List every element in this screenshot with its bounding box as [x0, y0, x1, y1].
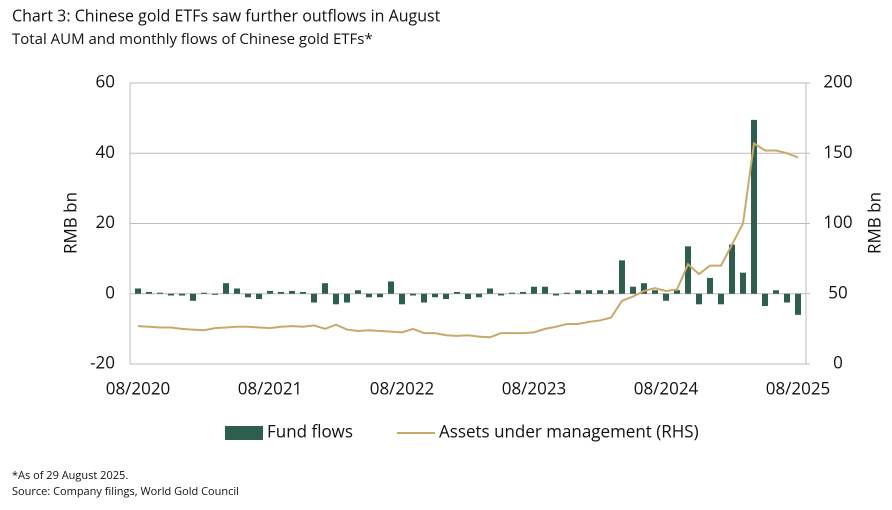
- bar: [168, 293, 174, 296]
- bar: [179, 293, 185, 296]
- bar: [652, 290, 658, 294]
- x-tick-label: 08/2023: [502, 377, 567, 400]
- bar: [696, 293, 702, 305]
- y2-tick-label: 150: [823, 140, 852, 163]
- bar: [278, 291, 284, 294]
- bar: [443, 293, 449, 300]
- bar: [399, 293, 405, 305]
- bar: [311, 293, 317, 303]
- bar: [465, 293, 471, 300]
- y2-tick-label: 50: [828, 280, 847, 303]
- bar: [333, 293, 339, 305]
- bar: [498, 293, 504, 296]
- y-tick-label: -20: [90, 351, 115, 374]
- chart-subtitle: Total AUM and monthly flows of Chinese g…: [12, 29, 373, 49]
- y-tick-label: 0: [105, 280, 115, 303]
- bar: [751, 119, 757, 294]
- bar: [322, 283, 328, 294]
- bar: [707, 277, 713, 294]
- y2-tick-label: 0: [833, 351, 843, 374]
- y2-tick-label: 200: [823, 70, 852, 93]
- bar: [685, 246, 691, 294]
- bar: [487, 288, 493, 294]
- bar: [729, 244, 735, 294]
- x-tick-label: 08/2025: [766, 377, 831, 400]
- bar: [289, 290, 295, 294]
- bar: [223, 283, 229, 294]
- bar: [740, 272, 746, 294]
- legend-label: Assets under management (RHS): [439, 420, 699, 443]
- chart-title: Chart 3: Chinese gold ETFs saw further o…: [12, 4, 441, 26]
- bar: [344, 293, 350, 303]
- x-tick-label: 08/2020: [106, 377, 171, 400]
- bar: [784, 293, 790, 303]
- y-tick-label: 60: [96, 70, 115, 93]
- bar: [531, 286, 537, 294]
- bar: [718, 293, 724, 305]
- y-tick-label: 20: [96, 210, 115, 233]
- bar: [597, 290, 603, 294]
- bar: [641, 283, 647, 294]
- x-tick-label: 08/2021: [238, 377, 303, 400]
- bar: [630, 286, 636, 294]
- bar: [256, 293, 262, 300]
- bar: [608, 290, 614, 294]
- bar: [509, 292, 515, 294]
- bar: [586, 290, 592, 294]
- bar: [300, 291, 306, 294]
- y-axis-label: RMB bn: [59, 192, 82, 254]
- bar: [619, 260, 625, 294]
- bar: [157, 292, 163, 294]
- bar: [421, 293, 427, 303]
- bar: [476, 293, 482, 298]
- bar: [234, 288, 240, 294]
- bar: [520, 291, 526, 294]
- x-tick-label: 08/2022: [370, 377, 435, 400]
- y-tick-label: 40: [96, 140, 115, 163]
- bar: [366, 293, 372, 298]
- bar: [564, 292, 570, 294]
- y2-tick-label: 100: [823, 210, 852, 233]
- bar: [190, 293, 196, 301]
- bar: [245, 293, 251, 298]
- bar: [773, 290, 779, 294]
- bar: [212, 293, 218, 295]
- bar: [795, 293, 801, 315]
- bar: [267, 290, 273, 294]
- legend-label: Fund flows: [267, 420, 353, 443]
- y2-axis-label: RMB bn: [863, 192, 886, 254]
- footnote: *As of 29 August 2025.: [12, 468, 128, 483]
- bar: [432, 293, 438, 298]
- bar: [575, 290, 581, 294]
- bar: [762, 293, 768, 307]
- bar: [663, 293, 669, 301]
- legend-swatch: [225, 426, 263, 440]
- bar: [674, 290, 680, 294]
- line: [137, 141, 799, 339]
- bar: [410, 293, 416, 296]
- bar: [454, 291, 460, 294]
- bar: [355, 290, 361, 294]
- bar: [377, 293, 383, 298]
- bar: [553, 293, 559, 296]
- bar: [201, 292, 207, 294]
- bar: [388, 281, 394, 294]
- bar: [542, 286, 548, 294]
- bar: [135, 288, 141, 294]
- bar: [146, 291, 152, 294]
- source: Source: Company filings, World Gold Coun…: [12, 484, 239, 499]
- x-tick-label: 08/2024: [634, 377, 699, 400]
